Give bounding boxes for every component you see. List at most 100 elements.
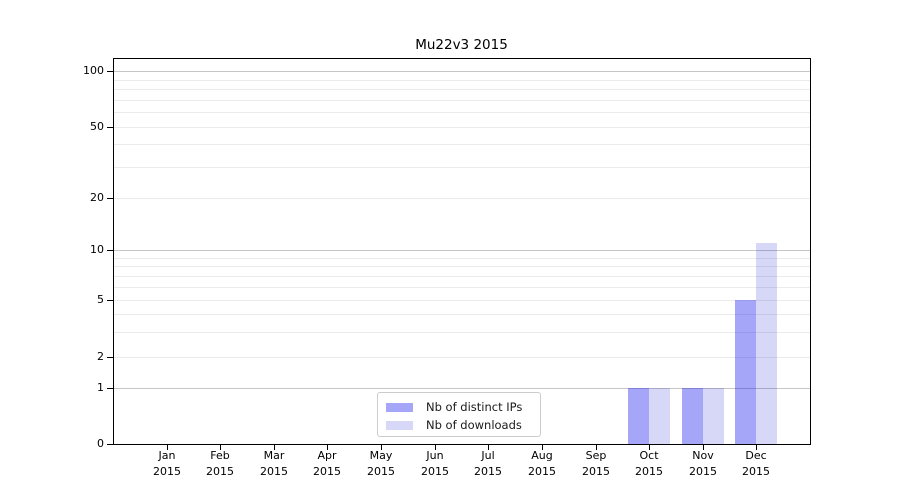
x-tick-month: Jun [426,449,444,462]
x-tick-label: Feb 2015 [190,448,250,480]
x-tick-label: Apr 2015 [297,448,357,480]
y-tick-mark [107,71,113,72]
x-tick-mark [488,445,489,450]
x-tick-year: 2015 [582,465,610,478]
gridline-minor [114,144,810,145]
x-tick-month: Sep [585,449,607,462]
legend-swatch-downloads [386,420,413,430]
x-tick-year: 2015 [206,465,234,478]
x-tick-year: 2015 [260,465,288,478]
x-tick-mark [435,445,436,450]
x-tick-mark [167,445,168,450]
x-tick-mark [542,445,543,450]
chart-title: Mu22v3 2015 [415,37,508,53]
x-tick-mark [596,445,597,450]
x-tick-mark [381,445,382,450]
bar-distinct-ips [682,388,703,444]
x-tick-label: Sep 2015 [566,448,626,480]
x-tick-year: 2015 [689,465,717,478]
x-tick-label: Jan 2015 [137,448,197,480]
gridline-major [114,250,810,251]
x-tick-label: Jun 2015 [405,448,465,480]
legend-item-downloads: Nb of downloads [386,416,535,434]
legend-label-downloads: Nb of downloads [426,418,522,432]
y-tick-label: 50 [90,120,104,133]
y-tick-label: 10 [90,243,104,256]
x-tick-month: Aug [531,449,553,462]
y-tick-label: 2 [97,350,104,363]
y-tick-mark [107,357,113,358]
gridline-major [114,71,810,72]
y-tick-mark [107,127,113,128]
x-tick-year: 2015 [421,465,449,478]
x-tick-mark [756,445,757,450]
x-tick-year: 2015 [742,465,770,478]
x-tick-mark [220,445,221,450]
x-tick-label: May 2015 [351,448,411,480]
y-tick-mark [107,388,113,389]
legend-swatch-distinct-ips [386,402,413,412]
gridline-minor [114,198,810,199]
x-tick-month: Oct [639,449,659,462]
y-tick-label: 1 [97,381,104,394]
x-tick-year: 2015 [153,465,181,478]
x-tick-month: Jul [481,449,495,462]
x-tick-label: Dec 2015 [726,448,786,480]
gridline-minor [114,357,810,358]
x-tick-mark [274,445,275,450]
legend-item-distinct-ips: Nb of distinct IPs [386,398,535,416]
gridline-minor [114,167,810,168]
x-tick-month: Apr [317,449,337,462]
gridline-minor [114,332,810,333]
x-tick-year: 2015 [313,465,341,478]
gridline-minor [114,127,810,128]
gridline-minor [114,258,810,259]
axis-spine-right [810,58,811,445]
bar-distinct-ips [628,388,649,444]
bar-downloads [649,388,670,444]
bar-downloads [703,388,724,444]
x-tick-year: 2015 [635,465,663,478]
gridline-minor [114,266,810,267]
gridline-minor [114,80,810,81]
gridline-minor [114,300,810,301]
y-tick-label: 20 [90,191,104,204]
x-tick-year: 2015 [474,465,502,478]
gridline-minor [114,100,810,101]
y-tick-mark [107,444,113,445]
x-tick-mark [649,445,650,450]
y-tick-label: 100 [83,64,104,77]
x-tick-month: Nov [692,449,714,462]
gridline-minor [114,89,810,90]
x-tick-month: May [369,449,393,462]
x-tick-label: Jul 2015 [458,448,518,480]
gridline-minor [114,314,810,315]
legend-label-distinct-ips: Nb of distinct IPs [426,400,523,414]
x-tick-month: Mar [263,449,285,462]
x-tick-mark [703,445,704,450]
x-tick-month: Feb [210,449,230,462]
x-tick-month: Jan [158,449,176,462]
x-tick-label: Aug 2015 [512,448,572,480]
y-tick-label: 0 [97,437,104,450]
gridline-minor [114,287,810,288]
gridline-major [114,388,810,389]
x-tick-year: 2015 [367,465,395,478]
bar-downloads [756,243,777,444]
x-tick-mark [327,445,328,450]
y-tick-mark [107,198,113,199]
y-tick-mark [107,300,113,301]
x-tick-label: Nov 2015 [673,448,733,480]
x-tick-label: Mar 2015 [244,448,304,480]
axis-spine-bottom [113,444,811,445]
y-tick-mark [107,250,113,251]
axis-spine-left [113,58,114,445]
x-tick-year: 2015 [528,465,556,478]
bar-distinct-ips [735,300,756,444]
y-tick-label: 5 [97,293,104,306]
gridline-minor [114,112,810,113]
legend: Nb of distinct IPs Nb of downloads [377,392,541,437]
x-tick-label: Oct 2015 [619,448,679,480]
axis-spine-top [113,58,811,59]
